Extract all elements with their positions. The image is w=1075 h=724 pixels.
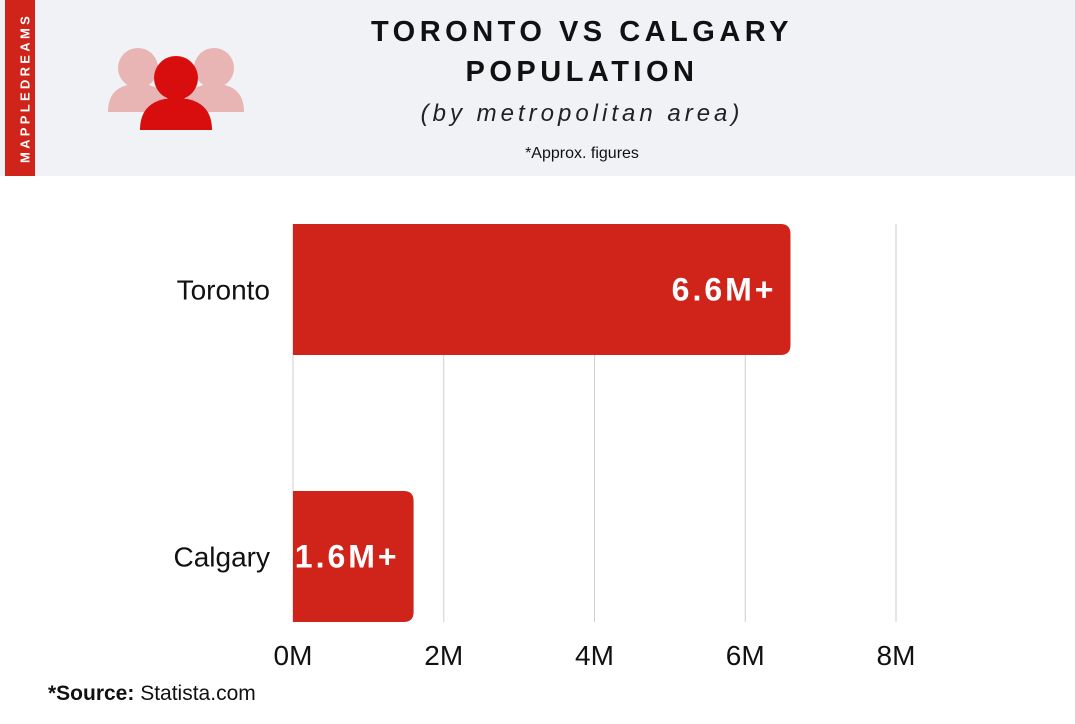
tick-label: 2M <box>424 640 463 671</box>
bar-chart: Toronto 6.6M+ Calgary 1.6M+ 0M 2M 4M 6M 8M <box>174 224 916 671</box>
brand-strip: MAPPLEDREAMS <box>5 0 35 176</box>
source-text: Statista.com <box>134 682 256 705</box>
tick-label: 4M <box>575 640 614 671</box>
category-label: Calgary <box>174 542 270 573</box>
chart-title-line-2: POPULATION <box>465 56 699 88</box>
approx-note: *Approx. figures <box>525 145 639 162</box>
tick-label: 8M <box>877 640 916 671</box>
header: MAPPLEDREAMS TORONTO VS CALGARY POPULATI… <box>0 0 1075 176</box>
tick-label: 6M <box>726 640 765 671</box>
bar <box>293 224 791 355</box>
people-icon <box>108 48 244 130</box>
tick-label: 0M <box>274 640 313 671</box>
source-note: *Source: Statista.com <box>48 682 256 706</box>
brand-label: MAPPLEDREAMS <box>17 12 33 164</box>
category-label: Toronto <box>177 275 270 306</box>
source-label: *Source: <box>48 682 135 705</box>
chart-title: TORONTO VS CALGARY POPULATION <box>282 12 882 92</box>
data-label: 1.6M+ <box>295 539 400 575</box>
chart-subtitle: (by metropolitan area) <box>420 100 744 127</box>
bar <box>293 491 414 622</box>
chart-title-line-1: TORONTO VS CALGARY <box>370 16 794 48</box>
data-label: 6.6M+ <box>672 272 777 308</box>
